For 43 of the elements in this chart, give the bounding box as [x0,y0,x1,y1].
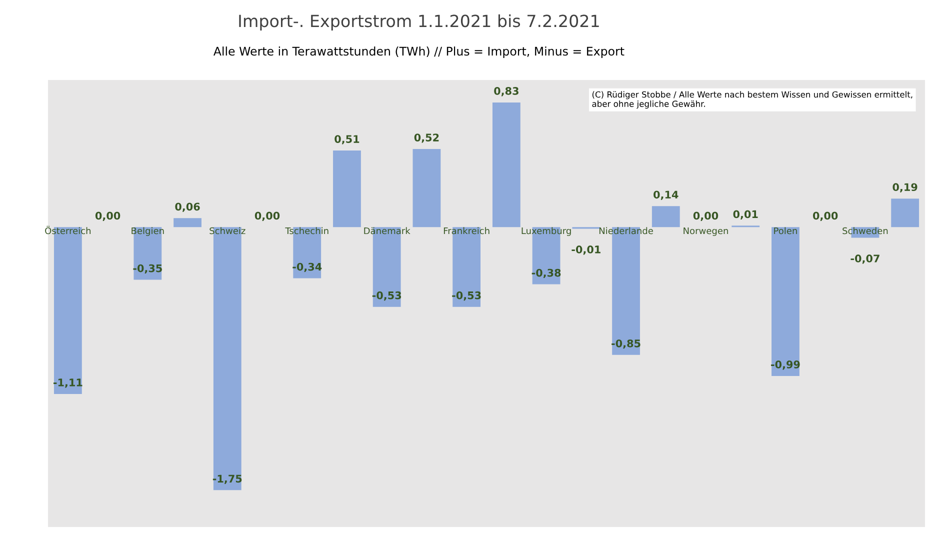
data-label: 0,19 [892,183,918,192]
data-label: 0,83 [494,87,518,96]
bar [772,227,800,376]
data-label: 0,51 [334,135,360,144]
data-label: -0,07 [850,254,880,264]
data-label: -1,75 [212,474,242,484]
bar [412,149,441,228]
data-label: -0,01 [572,246,600,255]
chart-title: Import-. Exportstrom 1.1.2021 bis 7.2.2021 [239,14,599,30]
bar [652,206,680,228]
data-label: -0,53 [452,291,481,301]
x-tick-label: Dänemark [364,227,410,234]
data-label: 0,14 [654,190,678,200]
x-tick-label: Luxemburg [522,227,571,236]
bar [492,102,520,228]
data-label: -1,11 [53,378,82,388]
x-tick-label: Norwegen [684,227,728,236]
annotation: (C) Rüdiger Stobbe / Alle Werte nach bestem Wissen und Gewissen ermittelt, aber ohne jegliche Gewähr. [592,91,912,109]
data-label: -0,38 [532,268,561,278]
data-label: -0,34 [292,262,322,272]
bar [134,227,162,280]
x-tick-label: Tschechin [285,227,328,234]
data-label: -0,53 [372,291,402,301]
bar [891,198,920,228]
x-tick-label: Niederlande [599,227,653,234]
x-tick-label: Polen [774,227,797,234]
data-label: 0,00 [812,212,838,221]
data-label: -0,85 [612,339,640,349]
data-label: 0,01 [733,210,758,220]
data-label: 0,06 [175,202,200,212]
data-label: 0,00 [693,212,718,221]
x-tick-label: Frankreich [444,227,490,234]
data-label: -0,35 [133,264,162,274]
chart-subtitle: Alle Werte in Terawattstunden (TWh) // Plus = Import, Minus = Export [213,46,624,58]
data-label: 0,00 [254,212,280,221]
data-label: -0,99 [771,360,800,370]
x-tick-label: Schweden [842,227,888,234]
x-tick-label: Schweiz [210,227,246,234]
x-tick-label: Belgien [132,227,164,236]
bar [174,218,202,228]
data-label: 0,00 [95,212,120,221]
data-label: 0,52 [414,134,439,143]
bar [333,150,361,228]
